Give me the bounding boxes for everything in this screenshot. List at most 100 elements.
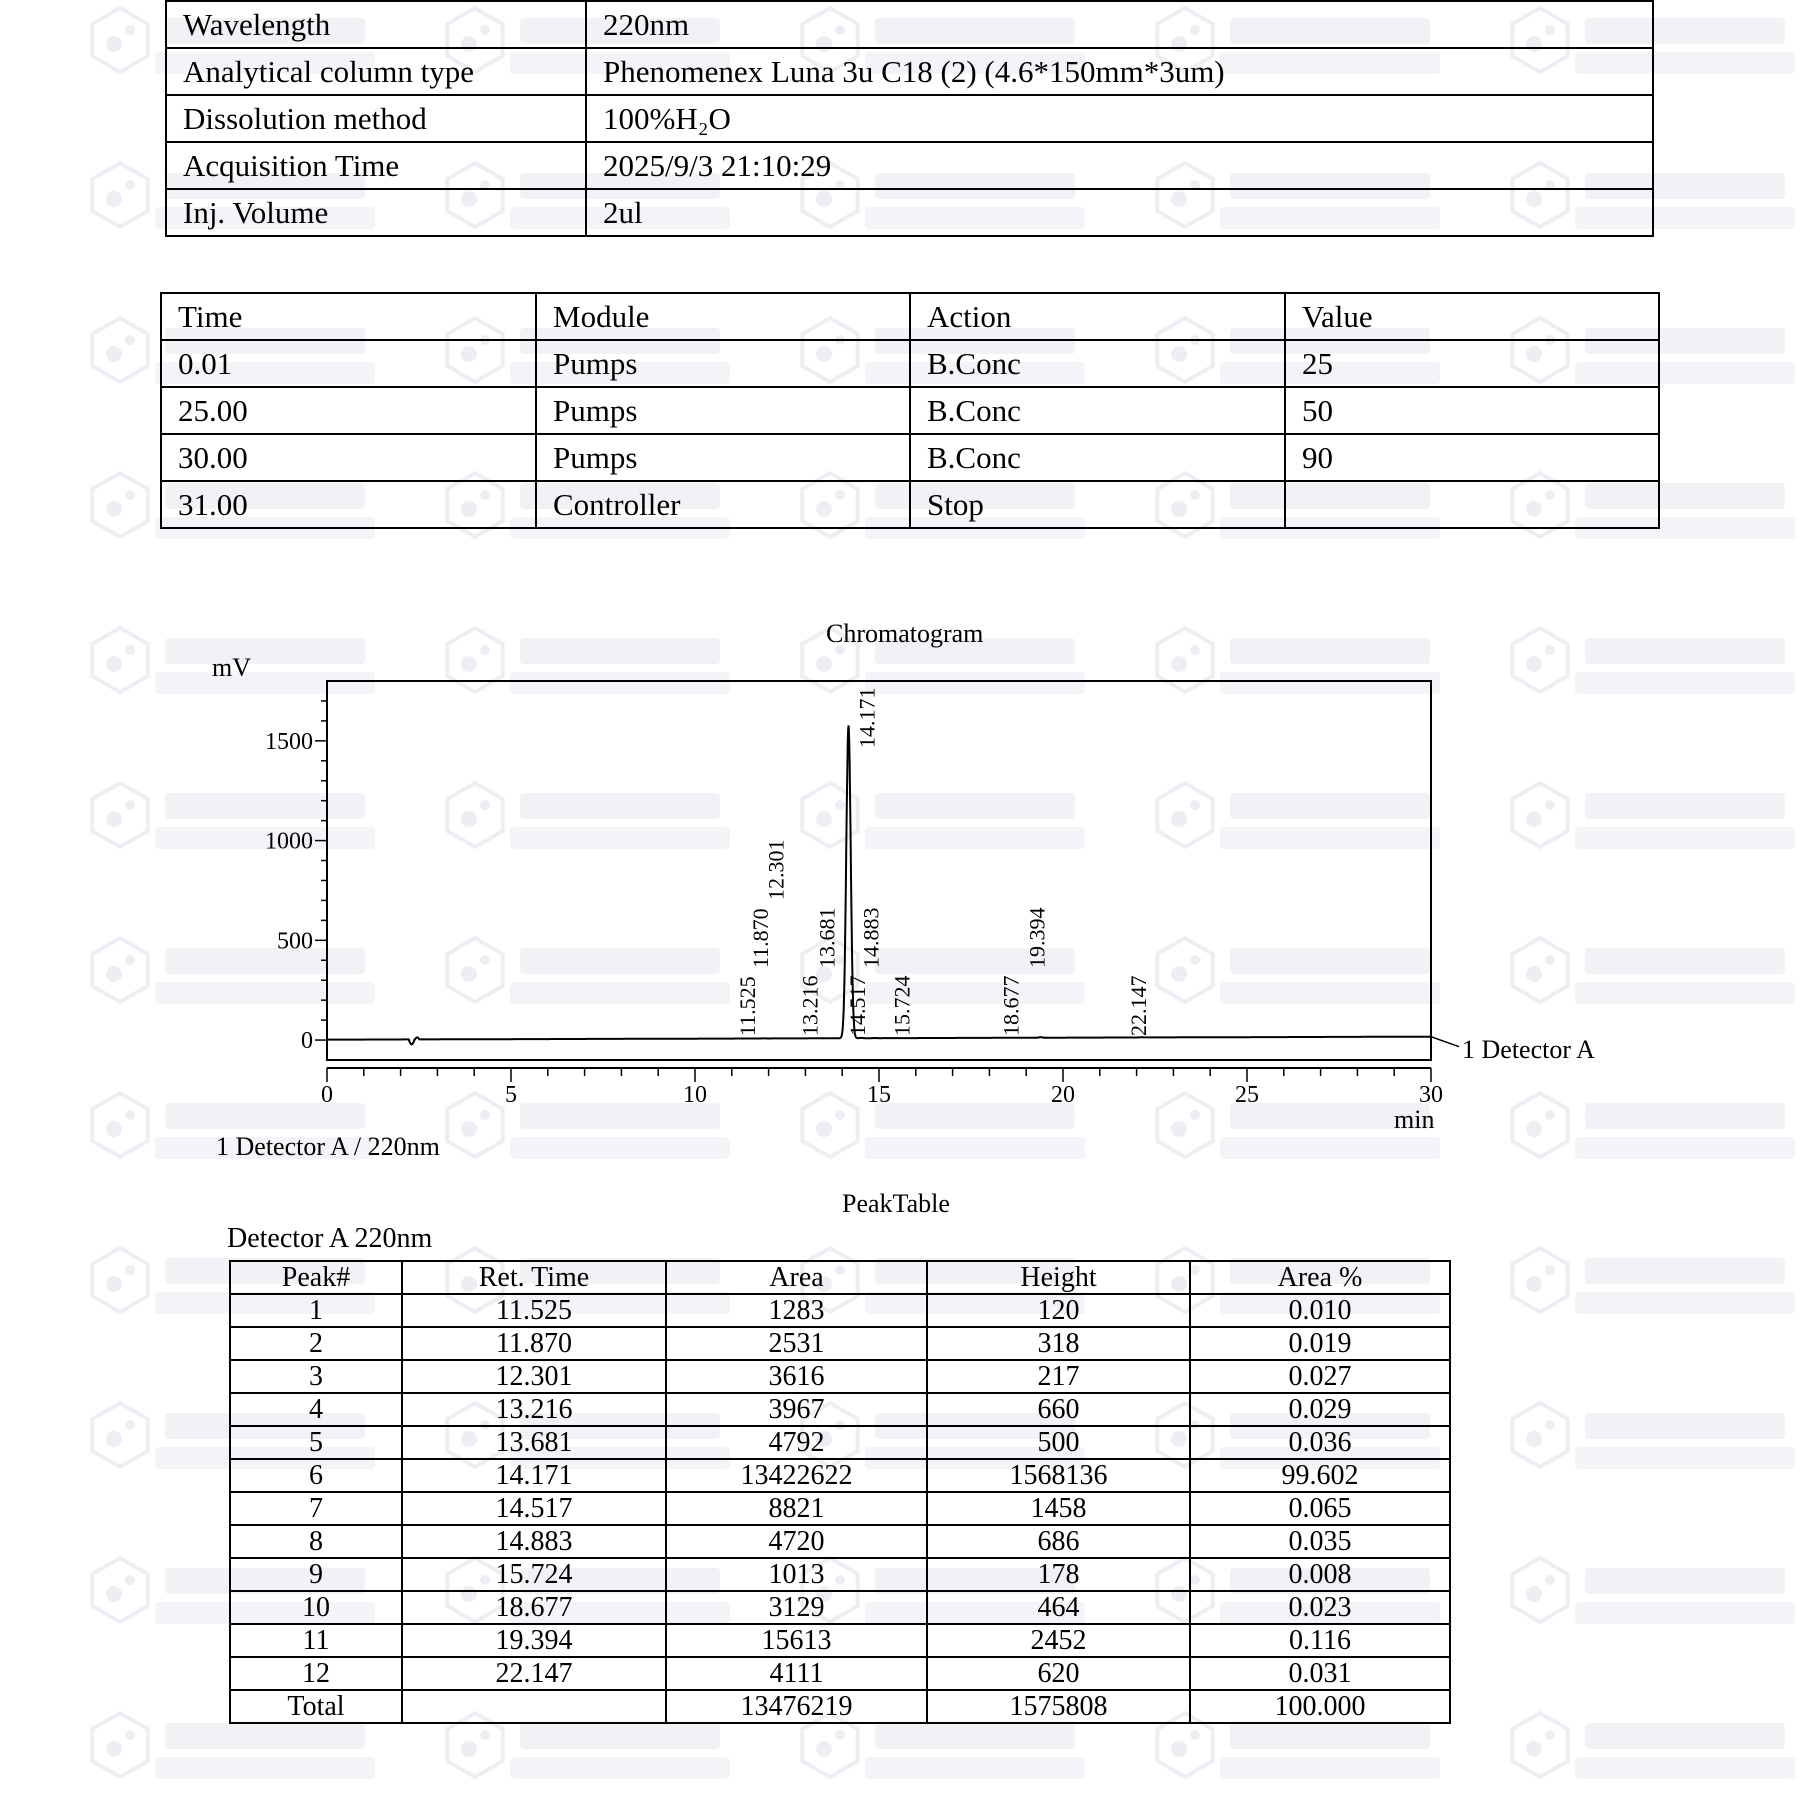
series-label: 1 Detector A xyxy=(1462,1035,1595,1064)
total-cell: 100.000 xyxy=(1189,1689,1451,1724)
peak-row: 10 18.677 3129 464 0.023 xyxy=(229,1590,1451,1625)
table-cell: 9 xyxy=(229,1557,403,1592)
table-cell: 14.883 xyxy=(401,1524,667,1559)
peak-label: 14.171 xyxy=(854,688,879,749)
table-cell: 7 xyxy=(229,1491,403,1526)
info-label: Dissolution method xyxy=(165,94,587,143)
table-cell: 660 xyxy=(926,1392,1191,1427)
table-cell: 4111 xyxy=(665,1656,928,1691)
method-info-table: Wavelength 220nm Analytical column type Phe… xyxy=(165,0,1654,237)
table-cell: 0.036 xyxy=(1189,1425,1451,1460)
table-cell: 620 xyxy=(926,1656,1191,1691)
table-cell: 217 xyxy=(926,1359,1191,1394)
peak-label: 11.525 xyxy=(735,976,760,1036)
table-cell: 1568136 xyxy=(926,1458,1191,1493)
peak-label: 11.870 xyxy=(748,908,773,968)
table-cell: 1458 xyxy=(926,1491,1191,1526)
table-cell: 8821 xyxy=(665,1491,928,1526)
table-cell: 90 xyxy=(1284,433,1660,482)
info-value: 100%H₂O xyxy=(585,94,1654,143)
table-cell: 0.029 xyxy=(1189,1392,1451,1427)
table-cell: 12 xyxy=(229,1656,403,1691)
table-cell: 14.517 xyxy=(401,1491,667,1526)
peak-row: 4 13.216 3967 660 0.029 xyxy=(229,1392,1451,1427)
peak-row: 11 19.394 15613 2452 0.116 xyxy=(229,1623,1451,1658)
table-cell: 25.00 xyxy=(160,386,537,435)
peak-row: 9 15.724 1013 178 0.008 xyxy=(229,1557,1451,1592)
info-value: 2025/9/3 21:10:29 xyxy=(585,141,1654,190)
table-cell: B.Conc xyxy=(909,386,1286,435)
peak-table: Peak# Ret. Time Area Height Area % 1 11.525 128… xyxy=(229,1260,1451,1724)
peak-total-row: Total 13476219 1575808 100.000 xyxy=(229,1689,1451,1724)
peak-row: 2 11.870 2531 318 0.019 xyxy=(229,1326,1451,1361)
table-cell: 0.019 xyxy=(1189,1326,1451,1361)
x-tick-label: 10 xyxy=(683,1082,707,1108)
column-header: Ret. Time xyxy=(401,1260,667,1295)
method-info-row: Dissolution method 100%H₂O xyxy=(165,94,1654,143)
column-header: Height xyxy=(926,1260,1191,1295)
table-cell: 0.065 xyxy=(1189,1491,1451,1526)
total-cell xyxy=(401,1689,667,1724)
peak-label: 14.517 xyxy=(845,976,870,1037)
peak-label: 15.724 xyxy=(890,976,915,1037)
table-cell: 500 xyxy=(926,1425,1191,1460)
peak-header-row: Peak# Ret. Time Area Height Area % xyxy=(229,1260,1451,1295)
table-cell: 464 xyxy=(926,1590,1191,1625)
column-header: Area % xyxy=(1189,1260,1451,1295)
y-tick-label: 500 xyxy=(277,928,313,954)
peak-table-title: PeakTable xyxy=(842,1189,950,1218)
x-tick-label: 25 xyxy=(1235,1082,1259,1108)
peak-table-subtitle: Detector A 220nm xyxy=(227,1223,433,1254)
table-cell: 0.008 xyxy=(1189,1557,1451,1592)
table-cell: 11.870 xyxy=(401,1326,667,1361)
table-cell: 15.724 xyxy=(401,1557,667,1592)
table-cell: 11.525 xyxy=(401,1293,667,1328)
peak-label: 18.677 xyxy=(998,976,1023,1037)
series-label-leader xyxy=(1430,1035,1460,1048)
x-tick-label: 15 xyxy=(867,1082,891,1108)
table-cell: 12.301 xyxy=(401,1359,667,1394)
x-tick-label: 5 xyxy=(505,1082,517,1108)
table-cell: 318 xyxy=(926,1326,1191,1361)
gradient-row: 25.00 Pumps B.Conc 50 xyxy=(160,386,1660,435)
y-tick-label: 0 xyxy=(301,1028,313,1054)
peak-label: 13.216 xyxy=(797,976,822,1037)
table-cell: 14.171 xyxy=(401,1458,667,1493)
table-cell: 4 xyxy=(229,1392,403,1427)
table-cell: 4720 xyxy=(665,1524,928,1559)
table-cell: 3 xyxy=(229,1359,403,1394)
column-header: Peak# xyxy=(229,1260,403,1295)
table-cell: 99.602 xyxy=(1189,1458,1451,1493)
x-tick-label: 20 xyxy=(1051,1082,1075,1108)
peak-row: 12 22.147 4111 620 0.031 xyxy=(229,1656,1451,1691)
table-cell: 8 xyxy=(229,1524,403,1559)
table-cell: 3967 xyxy=(665,1392,928,1427)
peak-row: 6 14.171 13422622 1568136 99.602 xyxy=(229,1458,1451,1493)
table-cell: 1013 xyxy=(665,1557,928,1592)
table-cell: 15613 xyxy=(665,1623,928,1658)
table-cell: 1 xyxy=(229,1293,403,1328)
peak-row: 1 11.525 1283 120 0.010 xyxy=(229,1293,1451,1328)
table-cell: 0.116 xyxy=(1189,1623,1451,1658)
peak-label: 13.681 xyxy=(814,908,839,969)
peak-label: 14.883 xyxy=(859,908,884,969)
table-cell: 2452 xyxy=(926,1623,1191,1658)
y-tick-label: 1000 xyxy=(265,829,313,855)
table-cell: 0.010 xyxy=(1189,1293,1451,1328)
table-cell: 2 xyxy=(229,1326,403,1361)
table-cell: Pumps xyxy=(535,386,911,435)
table-cell: 22.147 xyxy=(401,1656,667,1691)
peak-label: 19.394 xyxy=(1025,908,1050,969)
total-cell: 1575808 xyxy=(926,1689,1191,1724)
peak-row: 7 14.517 8821 1458 0.065 xyxy=(229,1491,1451,1526)
table-cell: 686 xyxy=(926,1524,1191,1559)
y-tick-label: 1500 xyxy=(265,729,313,755)
table-cell: 2531 xyxy=(665,1326,928,1361)
table-cell: 13.681 xyxy=(401,1425,667,1460)
table-cell: 50 xyxy=(1284,386,1660,435)
table-cell: 3616 xyxy=(665,1359,928,1394)
column-header: Area xyxy=(665,1260,928,1295)
table-cell: 0.023 xyxy=(1189,1590,1451,1625)
table-cell: 3129 xyxy=(665,1590,928,1625)
table-cell: 19.394 xyxy=(401,1623,667,1658)
